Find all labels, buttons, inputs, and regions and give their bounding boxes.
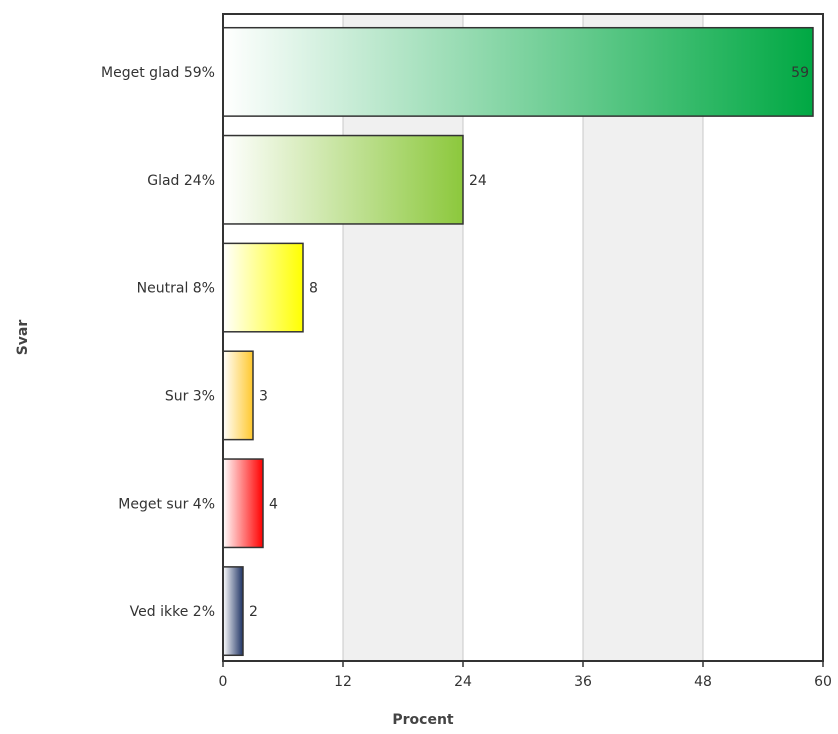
bar [222, 566, 244, 657]
category-label: Sur 3% [165, 388, 215, 404]
bar [222, 26, 814, 117]
x-tick-label: 48 [694, 674, 712, 690]
x-tick-label: 36 [574, 674, 592, 690]
grid-band [583, 14, 703, 661]
category-label: Ved ikke 2% [130, 604, 215, 620]
category-label: Neutral 8% [137, 281, 215, 297]
value-label: 59 [791, 65, 809, 81]
bar [222, 350, 254, 441]
value-label: 2 [249, 604, 258, 620]
x-tick-label: 24 [454, 674, 472, 690]
category-label: Meget glad 59% [101, 65, 215, 81]
value-label: 4 [269, 496, 278, 512]
category-label: Glad 24% [147, 173, 215, 189]
y-axis-title: Svar [15, 320, 31, 356]
x-tick-label: 0 [219, 674, 228, 690]
bar [222, 242, 304, 333]
value-label: 24 [469, 173, 487, 189]
grid-band [343, 14, 463, 661]
x-tick-label: 60 [814, 674, 832, 690]
category-label: Meget sur 4% [118, 496, 215, 512]
x-axis-title: Procent [392, 712, 454, 728]
x-tick-label: 12 [334, 674, 352, 690]
plot-frame [222, 13, 824, 662]
value-label: 3 [259, 388, 268, 404]
bar [222, 458, 264, 549]
value-label: 8 [309, 281, 318, 297]
bar [222, 134, 464, 225]
